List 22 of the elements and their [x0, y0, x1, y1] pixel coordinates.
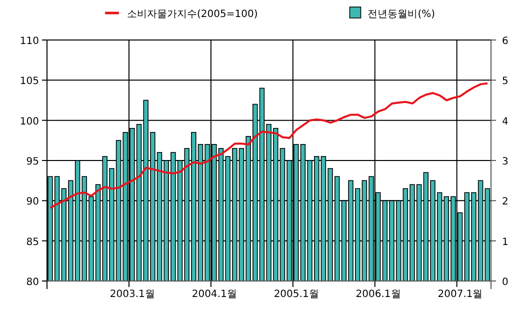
x-tick-label: 2006.1월 [356, 289, 401, 300]
y2-tick-label: 2 [502, 196, 508, 208]
x-tick-label: 2005.1월 [274, 289, 319, 300]
y2-tick-label: 4 [502, 116, 508, 128]
y2-tick-label: 3 [502, 156, 508, 168]
legend-label: 소비자물가지수(2005=100) [127, 9, 258, 20]
legend-label: 전년동월비(%) [368, 9, 436, 20]
line-series [49, 82, 489, 209]
y-tick-label: 95 [26, 156, 39, 168]
y-tick-label: 90 [26, 196, 39, 208]
x-tick-label: 2003.1월 [110, 289, 155, 300]
y-tick-label: 85 [26, 236, 39, 248]
y2-tick-label: 1 [502, 236, 508, 248]
y2-tick-label: 5 [502, 76, 508, 88]
y-tick-label: 80 [26, 277, 39, 288]
y-tick-label: 110 [20, 36, 39, 47]
y2-tick-label: 0 [502, 277, 508, 288]
y2-tick-label: 6 [502, 36, 508, 47]
x-tick-label: 2007.1월 [438, 289, 483, 300]
y-tick-label: 105 [20, 76, 39, 88]
y-tick-label: 100 [20, 116, 39, 128]
x-tick-label: 2004.1월 [192, 289, 237, 300]
